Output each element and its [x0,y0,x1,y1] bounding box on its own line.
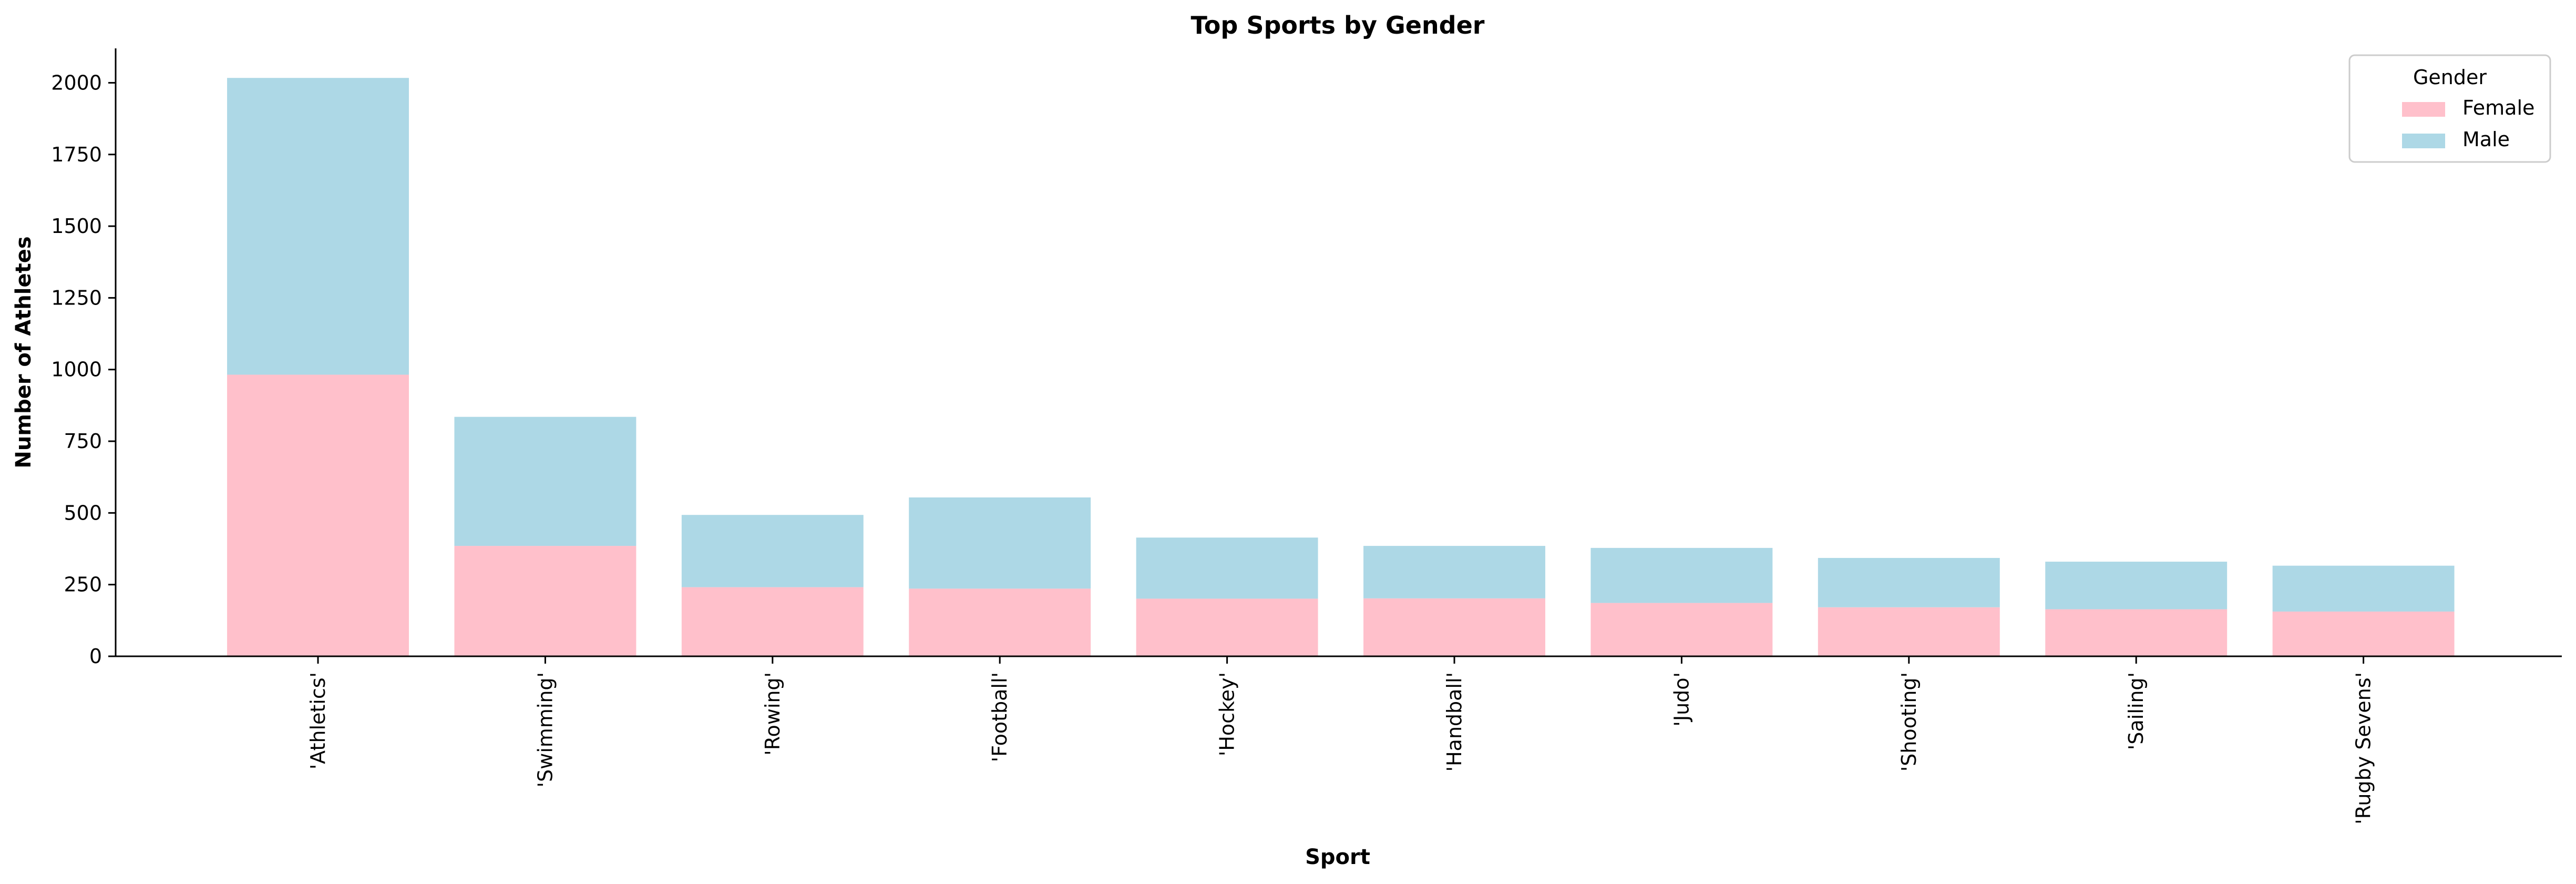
bar-female-5 [1363,598,1545,656]
bar-female-2 [681,587,864,656]
plot-area [227,78,2455,656]
bar-female-4 [1136,598,1318,656]
bar-female-7 [1818,607,2000,656]
x-tick-label-0: 'Athletics' [306,672,330,769]
y-axis-label: Number of Athletes [12,236,36,468]
x-tick-label-9: 'Rugby Sevens' [2352,672,2375,825]
chart-title: Top Sports by Gender [1191,11,1485,39]
bar-female-6 [1590,603,1773,656]
bar-female-3 [909,588,1091,656]
bar-male-5 [1363,546,1545,598]
y-tick-label-6: 1500 [51,215,102,238]
bar-male-9 [2272,565,2455,612]
x-tick-label-5: 'Handball' [1443,672,1466,771]
x-tick-label-6: 'Judo' [1670,672,1693,727]
y-axis-ticks: 0 250 500 750 1000 1250 1500 1750 2000 [51,71,116,668]
bar-male-6 [1590,547,1773,603]
x-tick-label-2: 'Rowing' [761,672,784,756]
legend-swatch-male [2402,134,2445,148]
x-axis-ticks: 'Athletics' 'Swimming' 'Rowing' 'Football' '… [306,656,2375,825]
bar-male-4 [1136,537,1318,599]
legend-swatch-female [2402,102,2445,117]
y-tick-label-0: 0 [89,645,102,668]
legend-items: Female Male [2402,96,2534,151]
x-tick-label-4: 'Hockey' [1216,672,1239,756]
legend-label-female: Female [2462,96,2534,119]
legend: Gender Female Male [2348,54,2551,163]
y-tick-label-8: 2000 [51,71,102,94]
bar-female-9 [2272,611,2455,656]
x-tick-label-7: 'Shooting' [1897,672,1921,771]
x-tick-label-3: 'Football' [988,672,1011,762]
bar-male-1 [454,416,637,546]
legend-label-male: Male [2462,128,2510,151]
x-tick-label-1: 'Swimming' [533,672,557,787]
bar-male-2 [681,515,864,587]
bar-female-0 [227,374,409,656]
x-axis-label: Sport [1305,845,1370,869]
x-tick-label-8: 'Sailing' [2125,672,2148,750]
bar-male-0 [227,78,409,375]
legend-box [2348,54,2551,163]
bar-male-7 [1818,557,2000,607]
y-tick-label-5: 1250 [51,286,102,309]
y-tick-label-2: 500 [64,501,102,524]
y-tick-label-7: 1750 [51,143,102,166]
legend-title: Gender [2413,66,2487,89]
bar-male-3 [909,497,1091,589]
bar-female-1 [454,546,637,656]
y-tick-label-1: 250 [64,573,102,596]
bar-female-8 [2045,609,2228,656]
bar-male-8 [2045,562,2228,609]
y-tick-label-3: 750 [64,430,102,453]
y-tick-label-4: 1000 [51,358,102,381]
